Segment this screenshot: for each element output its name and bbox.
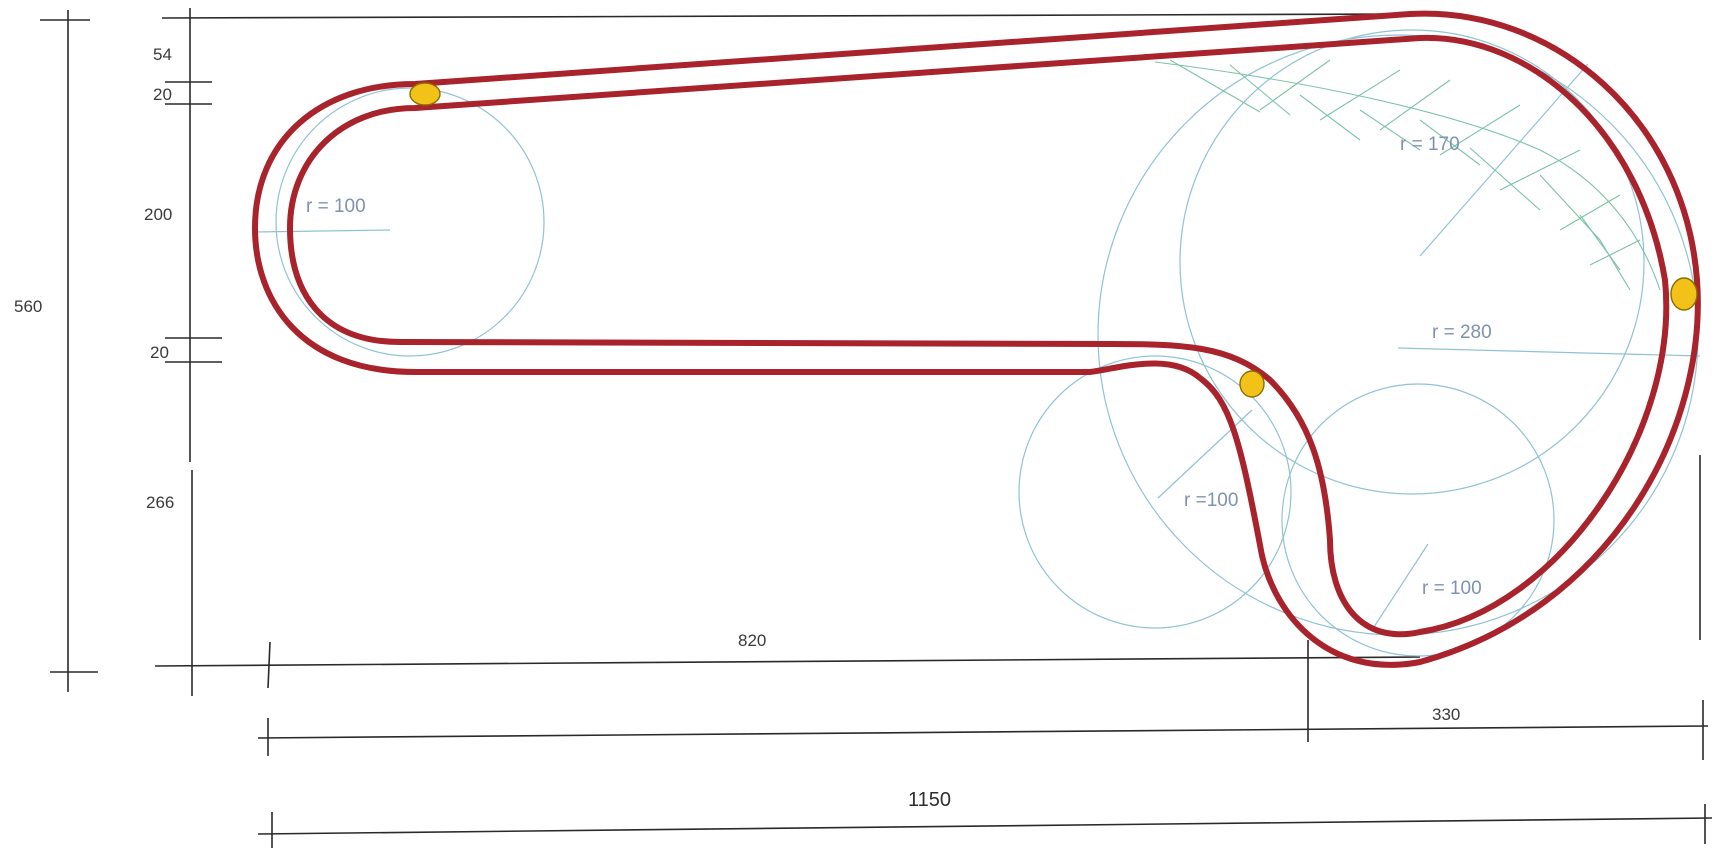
inner-rail [287, 34, 1670, 638]
marker-middle [1239, 370, 1265, 398]
label-right-section: 330 [1432, 705, 1460, 724]
marker-right [1670, 277, 1698, 311]
label-top-offset: 54 [153, 45, 172, 64]
label-radius-left-loop: r = 100 [306, 196, 366, 217]
marker-top-left [409, 82, 441, 106]
label-radius-middle-s: r =100 [1184, 490, 1238, 511]
upper-right-circle [1179, 29, 1645, 495]
radius-labels: r = 100 r = 170 r = 280 r =100 r = 100 [306, 134, 1492, 599]
label-rail-gap-top: 20 [153, 85, 172, 104]
label-rail-gap-bottom: 20 [150, 343, 169, 362]
left-loop-circle [275, 87, 545, 357]
label-radius-large-right: r = 280 [1432, 322, 1492, 343]
label-bottom-offset: 266 [146, 493, 174, 512]
label-radius-upper-right: r = 170 [1400, 134, 1460, 155]
label-loop-diameter: 200 [144, 205, 172, 224]
middle-s-circle [1018, 355, 1292, 629]
dimension-labels: 560 54 20 200 20 266 820 330 1150 [14, 45, 1460, 811]
hatching [1154, 59, 1661, 291]
dimension-lines [40, 8, 1713, 848]
label-total-height: 560 [14, 297, 42, 316]
label-straight-length: 820 [738, 631, 766, 650]
joint-markers [409, 82, 1698, 398]
label-radius-lower-right: r = 100 [1422, 578, 1482, 599]
track-rails [252, 10, 1701, 668]
label-total-width: 1150 [908, 789, 951, 811]
lower-right-circle [1281, 383, 1555, 657]
outer-rail [252, 10, 1701, 668]
